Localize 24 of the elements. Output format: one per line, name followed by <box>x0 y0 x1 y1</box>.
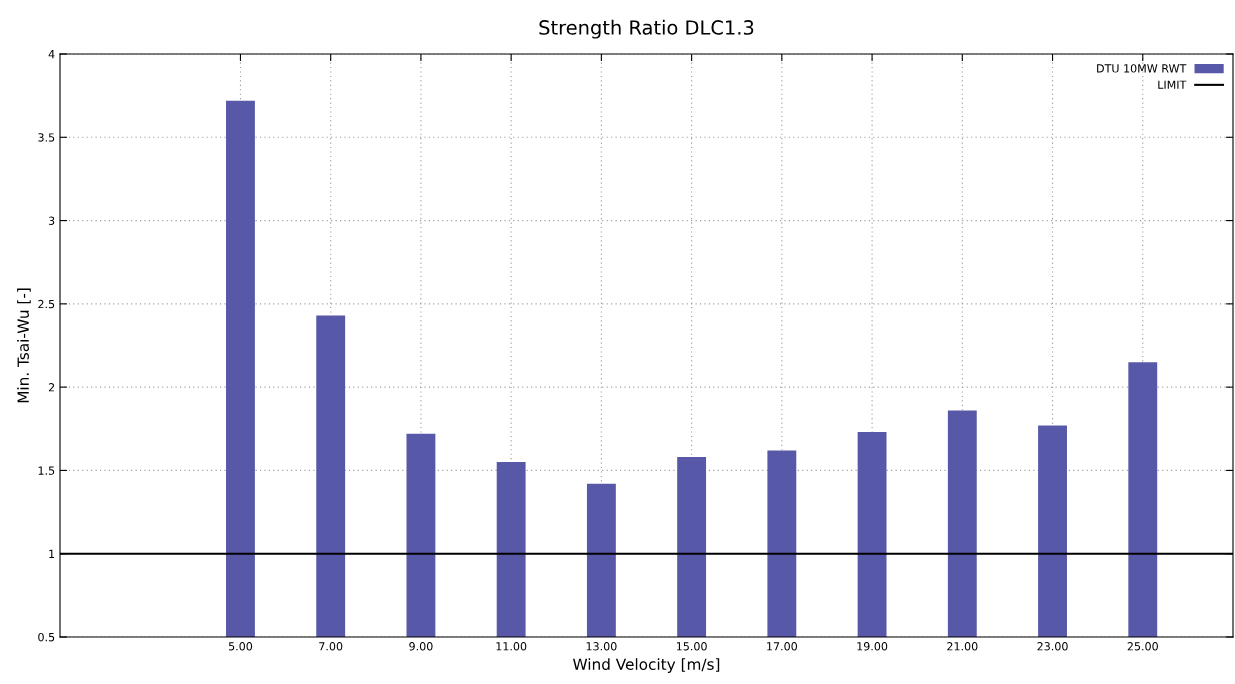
x-tick-label: 7.00 <box>319 642 343 651</box>
y-tick-label: 1 <box>49 549 55 558</box>
x-tick-label: 13.00 <box>586 642 617 651</box>
y-tick-label: 4 <box>48 50 55 59</box>
x-tick-label: 15.00 <box>676 642 707 651</box>
x-tick-label: 19.00 <box>857 642 888 651</box>
y-tick-label: 0.5 <box>38 632 55 642</box>
legend-label: LIMIT <box>1158 80 1187 89</box>
x-tick-label: 25.00 <box>1127 642 1158 651</box>
x-tick-label: 23.00 <box>1037 642 1068 651</box>
x-tick-label: 11.00 <box>496 642 527 651</box>
y-tick-label: 3 <box>48 216 55 225</box>
y-tick-label: 3.5 <box>38 133 55 142</box>
x-tick-label: 5.00 <box>228 642 253 651</box>
x-tick-label: 21.00 <box>947 642 978 651</box>
chart-title: Strength Ratio DLC1.3 <box>539 19 754 39</box>
y-tick-label: 1.5 <box>38 466 55 475</box>
y-axis-title: Min. Tsai-Wu [-] <box>17 288 31 403</box>
x-tick-label: 9.00 <box>409 642 433 651</box>
x-axis-title: Wind Velocity [m/s] <box>573 658 720 673</box>
x-tick-label: 17.00 <box>767 642 798 651</box>
legend-label: DTU 10MW RWT <box>1097 64 1187 73</box>
y-tick-label: 2 <box>48 383 55 392</box>
y-tick-label: 2.5 <box>38 299 55 309</box>
